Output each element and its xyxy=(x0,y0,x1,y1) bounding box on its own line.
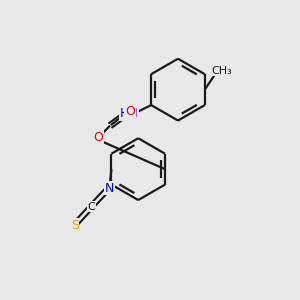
Text: O: O xyxy=(125,105,135,119)
Text: CH₃: CH₃ xyxy=(212,65,232,76)
Text: O: O xyxy=(93,131,103,144)
Text: HN: HN xyxy=(120,107,139,120)
Text: N: N xyxy=(105,182,114,195)
Text: S: S xyxy=(70,219,79,232)
Text: C: C xyxy=(88,202,95,212)
